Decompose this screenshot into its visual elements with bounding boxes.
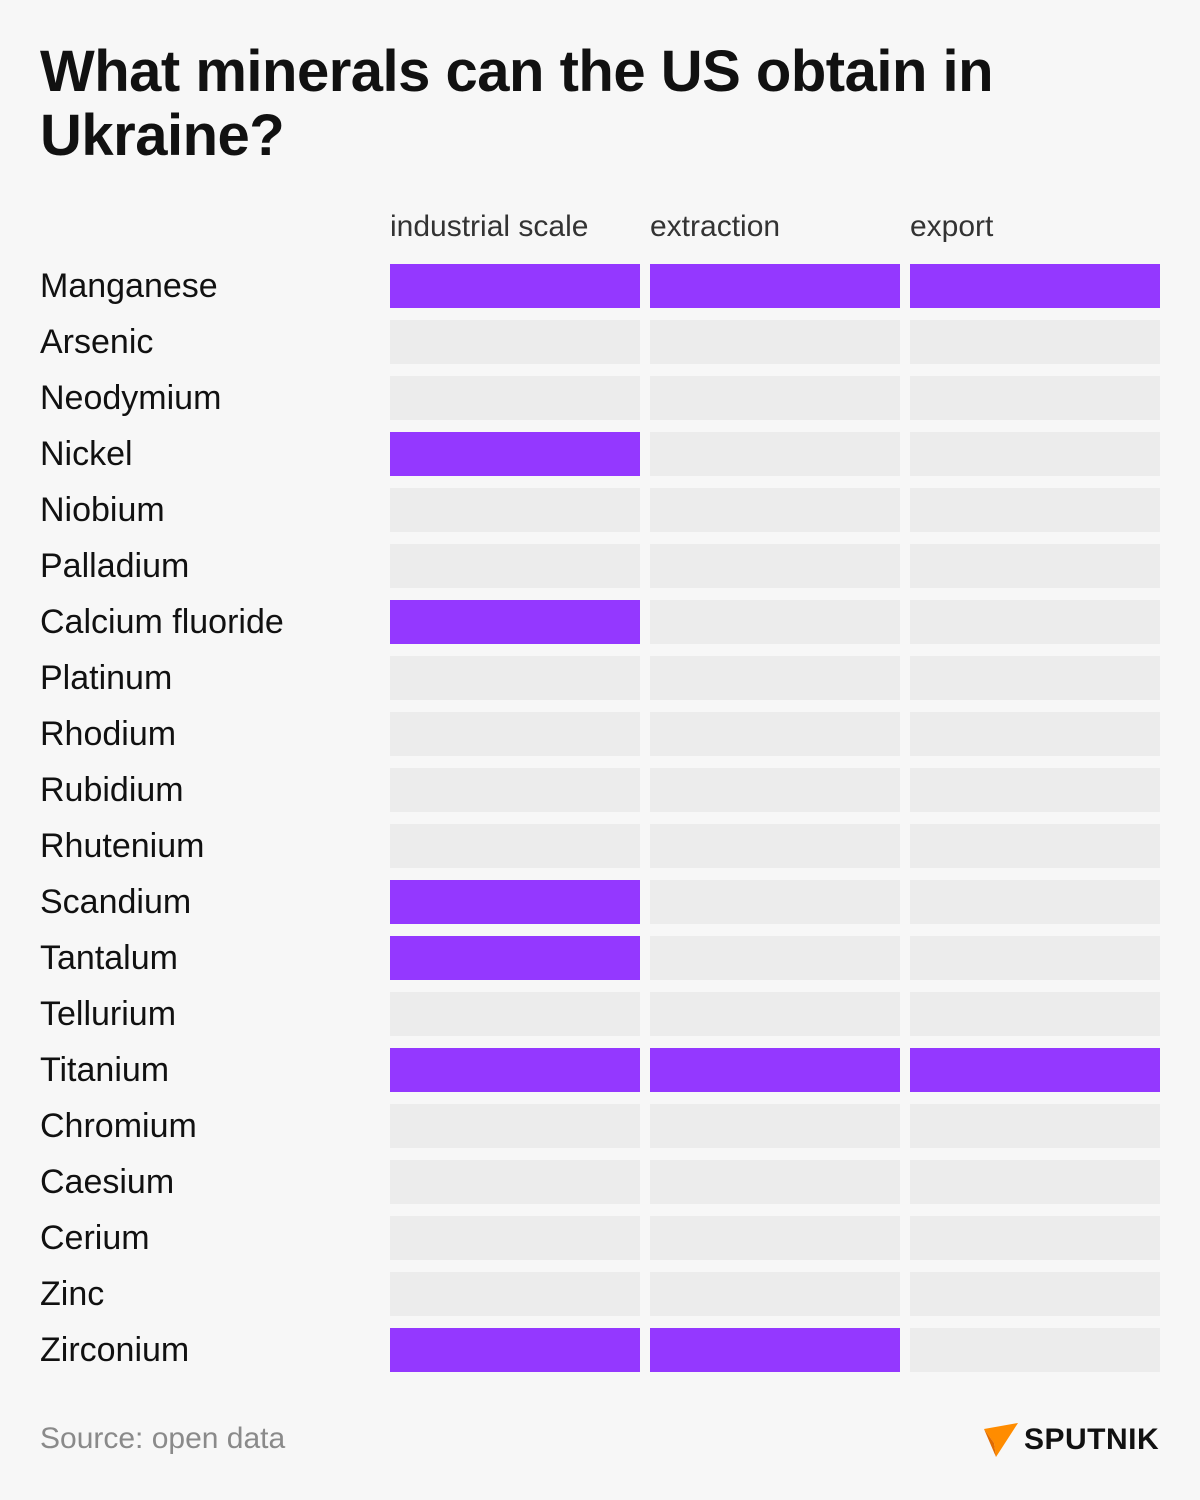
cell-empty [390,488,640,532]
cell-empty [650,376,900,420]
cell-empty [650,768,900,812]
column-header: extraction [650,210,781,243]
cell-empty [390,768,640,812]
cell-empty [390,544,640,588]
mineral-label: Zirconium [40,1331,190,1369]
mineral-label: Tantalum [40,939,178,977]
cell-empty [910,824,1160,868]
mineral-label: Niobium [40,491,165,529]
mineral-label: Rhodium [40,715,177,753]
cell-empty [910,880,1160,924]
cell-filled [390,880,640,924]
mineral-label: Tellurium [40,995,177,1033]
cell-empty [650,992,900,1036]
cell-empty [910,1160,1160,1204]
cell-empty [390,992,640,1036]
cell-filled [390,1048,640,1092]
cell-empty [910,1328,1160,1372]
cell-empty [390,1104,640,1148]
cell-empty [910,992,1160,1036]
cell-empty [650,880,900,924]
chart-title: What minerals can the US obtain in Ukrai… [40,39,994,168]
mineral-label: Nickel [40,435,133,473]
cell-filled [390,1328,640,1372]
mineral-label: Arsenic [40,323,154,361]
cell-empty [650,936,900,980]
source-note: Source: open data [40,1422,286,1455]
cell-empty [910,768,1160,812]
cell-filled [390,936,640,980]
cell-empty [910,1104,1160,1148]
mineral-label: Platinum [40,659,173,697]
cell-filled [910,1048,1160,1092]
cell-empty [390,1216,640,1260]
mineral-label: Zinc [40,1275,105,1313]
cell-empty [910,656,1160,700]
cell-empty [910,1216,1160,1260]
cell-empty [650,488,900,532]
cell-empty [390,712,640,756]
cell-empty [650,544,900,588]
cell-empty [910,712,1160,756]
column-header: industrial scale [390,210,589,243]
cell-empty [650,432,900,476]
mineral-label: Palladium [40,547,190,585]
mineral-label: Rhutenium [40,827,205,865]
cell-filled [390,264,640,308]
cell-filled [650,1328,900,1372]
cell-empty [650,1160,900,1204]
cell-filled [910,264,1160,308]
cell-empty [910,544,1160,588]
cell-empty [390,656,640,700]
cell-filled [650,1048,900,1092]
brand-logo: SPUTNIK [982,1420,1159,1460]
cell-empty [390,376,640,420]
cell-empty [650,600,900,644]
mineral-label: Caesium [40,1163,175,1201]
mineral-label: Titanium [40,1051,170,1089]
mineral-label: Calcium fluoride [40,603,284,641]
cell-filled [390,432,640,476]
cell-empty [910,488,1160,532]
cell-filled [650,264,900,308]
cell-empty [910,936,1160,980]
sputnik-logo-icon [984,1423,1018,1457]
brand-name: SPUTNIK [1024,1423,1160,1456]
column-header: export [910,210,994,243]
cell-filled [390,600,640,644]
cell-empty [910,1272,1160,1316]
cell-empty [910,376,1160,420]
cell-empty [910,432,1160,476]
cell-empty [650,1104,900,1148]
mineral-label: Manganese [40,267,218,305]
mineral-label: Cerium [40,1219,150,1257]
cell-empty [390,1160,640,1204]
cell-empty [910,600,1160,644]
mineral-label: Scandium [40,883,192,921]
cell-empty [650,1216,900,1260]
cell-empty [390,824,640,868]
cell-empty [390,320,640,364]
cell-empty [650,1272,900,1316]
cell-empty [650,712,900,756]
mineral-label: Neodymium [40,379,222,417]
cell-empty [650,824,900,868]
cell-empty [910,320,1160,364]
mineral-label: Rubidium [40,771,184,809]
cell-empty [650,656,900,700]
cell-empty [390,1272,640,1316]
mineral-label: Chromium [40,1107,197,1145]
cell-empty [650,320,900,364]
